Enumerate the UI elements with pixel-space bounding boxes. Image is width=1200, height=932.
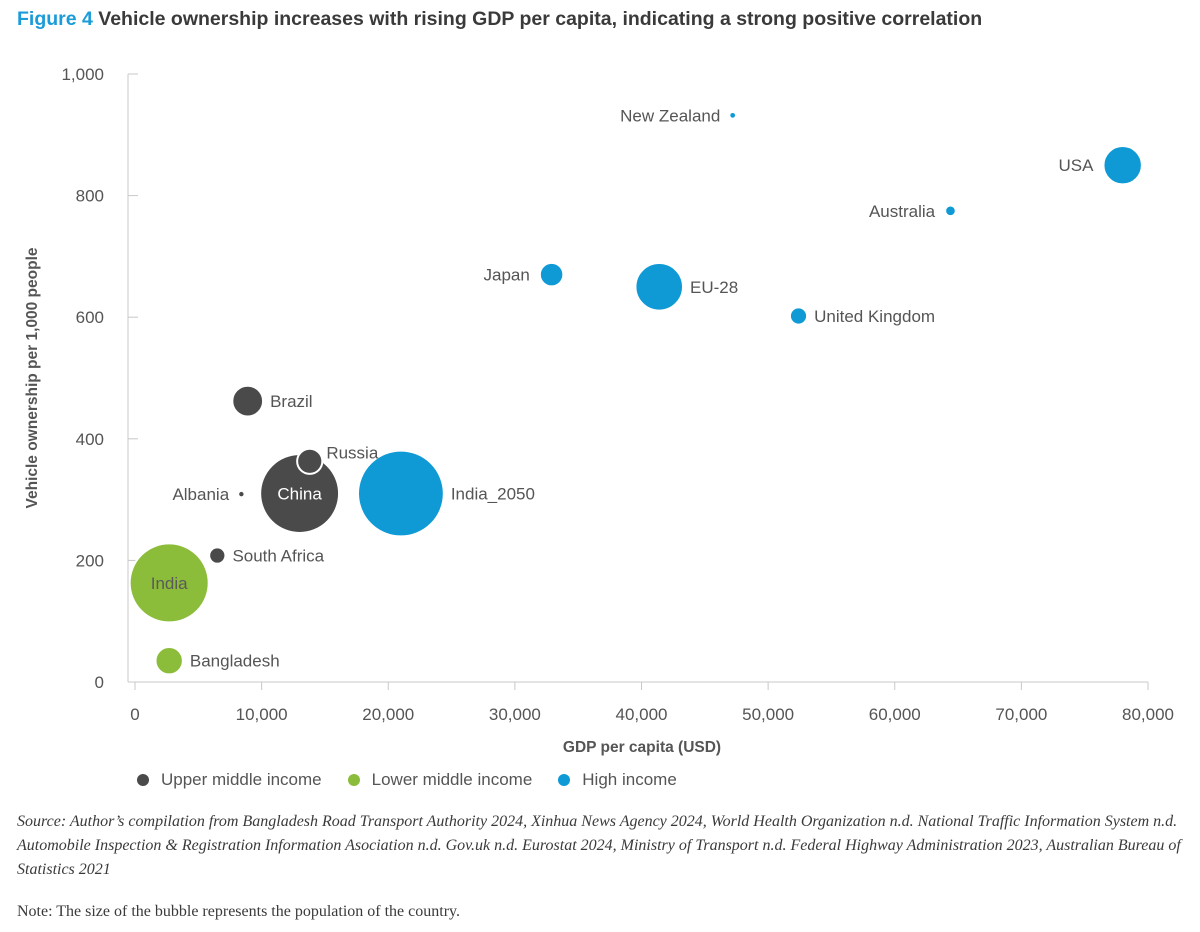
data-bubble xyxy=(128,542,210,624)
y-tick-label: 800 xyxy=(76,187,104,206)
x-tick-label: 70,000 xyxy=(995,705,1047,724)
bubble-label: China xyxy=(277,485,322,504)
y-tick-label: 400 xyxy=(76,430,104,449)
data-bubble xyxy=(944,204,957,218)
legend-item: Lower middle income xyxy=(347,770,533,790)
bubble-label: Japan xyxy=(484,266,530,285)
figure-number: Figure 4 xyxy=(17,8,93,30)
data-bubble xyxy=(1102,144,1143,186)
chart-axes: 0 200 400 600 800 1,000 0 10,000 20,000 30,000 40,… xyxy=(61,65,1174,724)
data-bubble xyxy=(634,262,685,312)
x-tick-label: 50,000 xyxy=(742,705,794,724)
legend-label: Upper middle income xyxy=(161,770,322,789)
x-axis-title: GDP per capita (USD) xyxy=(563,739,721,756)
bubble-label: USA xyxy=(1058,156,1094,175)
legend-item: Upper middle income xyxy=(137,770,322,790)
bubble-label: Russia xyxy=(326,443,379,462)
chart-legend: Upper middle income Lower middle income Hi… xyxy=(137,770,677,790)
chart-data-labels: New Zealand USA Australia Japan EU-28 United … xyxy=(151,106,1094,670)
legend-swatch xyxy=(347,774,360,786)
x-tick-label: 80,000 xyxy=(1122,705,1174,724)
x-tick-label: 0 xyxy=(130,705,139,724)
source-note: Source: Author’s compilation from Bangla… xyxy=(17,813,1181,878)
data-bubble xyxy=(231,384,265,418)
x-tick-label: 60,000 xyxy=(869,705,921,724)
legend-label: Lower middle income xyxy=(371,770,533,789)
data-bubble xyxy=(788,306,809,326)
data-bubble xyxy=(538,261,565,288)
bubble-chart: 0 200 400 600 800 1,000 0 10,000 20,000 30,000 40,… xyxy=(24,65,1174,756)
bubble-label: Albania xyxy=(172,485,229,504)
x-tick-label: 20,000 xyxy=(362,705,414,724)
legend-swatch xyxy=(137,774,149,786)
x-tick-label: 30,000 xyxy=(489,705,541,724)
bubble-label: Brazil xyxy=(270,392,313,411)
legend-label: High income xyxy=(582,770,677,789)
figure-title-text: Vehicle ownership increases with rising … xyxy=(98,8,983,30)
bubble-label: EU-28 xyxy=(690,278,738,297)
y-tick-label: 200 xyxy=(76,551,104,570)
figure-title: Figure 4 Vehicle ownership increases wit… xyxy=(17,8,982,31)
x-tick-label: 40,000 xyxy=(616,705,668,724)
bubble-label: India_2050 xyxy=(451,485,535,504)
x-tick-label: 10,000 xyxy=(236,705,288,724)
bubble-label: Bangladesh xyxy=(190,652,280,671)
y-tick-label: 600 xyxy=(76,308,104,327)
bubble-label: New Zealand xyxy=(620,106,720,125)
y-axis-title: Vehicle ownership per 1,000 people xyxy=(24,247,41,508)
y-tick-label: 1,000 xyxy=(61,65,104,84)
bubble-label: Australia xyxy=(869,202,936,221)
bubble-label: United Kingdom xyxy=(814,307,935,326)
y-tick-label: 0 xyxy=(95,673,104,692)
data-bubble xyxy=(208,546,227,565)
data-bubble xyxy=(154,646,184,676)
data-bubble xyxy=(296,447,324,475)
data-bubble xyxy=(730,112,736,118)
bubble-label: South Africa xyxy=(232,547,324,566)
data-bubble xyxy=(239,491,244,497)
chart-bubbles xyxy=(128,112,1143,676)
legend-item: High income xyxy=(558,770,677,790)
data-bubble xyxy=(357,449,445,538)
legend-swatch xyxy=(558,774,571,786)
bubble-label: India xyxy=(151,574,188,593)
bubble-size-note: Note: The size of the bubble represents … xyxy=(17,903,460,920)
